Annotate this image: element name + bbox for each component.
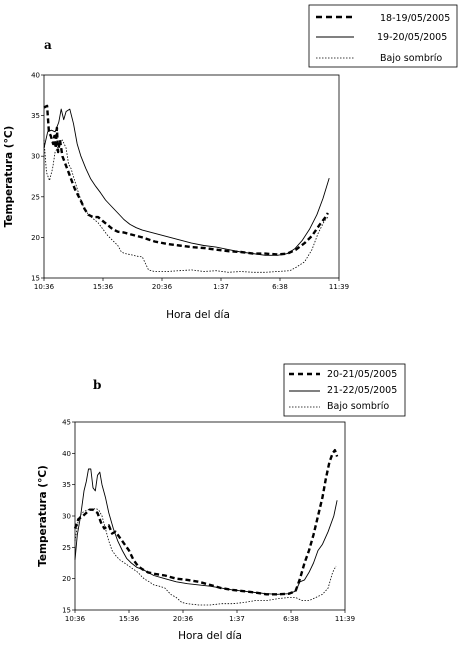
- y-tick-label-b-1: 20: [62, 575, 71, 583]
- legend-a: 18-19/05/2005 19-20/05/2005 Bajo sombrío: [308, 4, 458, 68]
- y-tick-label-b-3: 30: [62, 513, 71, 521]
- series-line-b-0: [73, 449, 339, 596]
- y-tick-label-a-3: 30: [31, 153, 40, 161]
- y-tick-label-b-0: 15: [62, 607, 71, 615]
- x-axis-label-b: Hora del día: [178, 630, 242, 642]
- y-tick-label-a-5: 40: [31, 72, 40, 80]
- series-line-b-2: [74, 508, 337, 606]
- y-tick-label-b-2: 25: [62, 544, 71, 552]
- plot-a: 15 20 25 30 35 40 10:36 15:36 20:36 1:37 6:38 11:39…: [3, 72, 349, 322]
- series-line-a-1: [43, 108, 330, 256]
- legend-a-box: [308, 4, 458, 68]
- x-tick-label-a-2: 20:36: [152, 283, 173, 291]
- legend-b-label-3: Bajo sombrío: [327, 401, 389, 412]
- x-tick-label-a-5: 11:39: [329, 283, 349, 291]
- x-tick-label-b-4: 6:38: [283, 615, 299, 623]
- x-tick-label-b-0: 10:36: [65, 615, 86, 623]
- legend-b-label-2: 21-22/05/2005: [327, 385, 397, 396]
- x-tick-label-a-0: 10:36: [34, 283, 55, 291]
- panel-a-label: a: [44, 38, 52, 52]
- plot-frame-a: [43, 74, 340, 279]
- y-tick-label-b-5: 40: [62, 450, 71, 458]
- x-tick-label-b-3: 1:37: [229, 615, 245, 623]
- series-line-a-2: [43, 139, 329, 273]
- panel-b-label: b: [93, 378, 101, 392]
- legend-b: 20-21/05/2005 21-22/05/2005 Bajo sombrío: [283, 363, 406, 417]
- series-line-b-1: [74, 468, 338, 595]
- y-tick-label-a-1: 20: [31, 234, 40, 242]
- x-axis-label-a: Hora del día: [166, 309, 230, 321]
- y-axis-label-a: Temperatura (°C): [3, 126, 15, 228]
- legend-a-label-1: 18-19/05/2005: [380, 13, 450, 24]
- plot-frame-b: [74, 421, 346, 611]
- y-tick-label-b-6: 45: [62, 419, 71, 427]
- y-tick-label-a-2: 25: [31, 193, 40, 201]
- y-tick-label-b-4: 35: [62, 481, 71, 489]
- legend-b-label-1: 20-21/05/2005: [327, 369, 397, 380]
- legend-b-box: [283, 363, 406, 417]
- series-line-a-0: [43, 104, 329, 256]
- x-tick-label-a-4: 6:38: [272, 283, 288, 291]
- x-tick-label-a-1: 15:36: [93, 283, 114, 291]
- y-tick-label-a-0: 15: [31, 275, 40, 283]
- plot-b: 15 20 25 30 35 40 45 10:36 15:36 20:36 1:37 6:38 11:…: [37, 419, 355, 643]
- legend-a-label-2: 19-20/05/2005: [377, 32, 447, 43]
- x-tick-label-b-2: 20:36: [173, 615, 194, 623]
- y-tick-label-a-4: 35: [31, 112, 40, 120]
- x-tick-label-b-1: 15:36: [119, 615, 140, 623]
- x-tick-label-b-5: 11:39: [335, 615, 355, 623]
- legend-a-label-3: Bajo sombrío: [380, 53, 442, 64]
- x-tick-label-a-3: 1:37: [213, 283, 229, 291]
- y-axis-label-b: Temperatura (°C): [37, 465, 49, 567]
